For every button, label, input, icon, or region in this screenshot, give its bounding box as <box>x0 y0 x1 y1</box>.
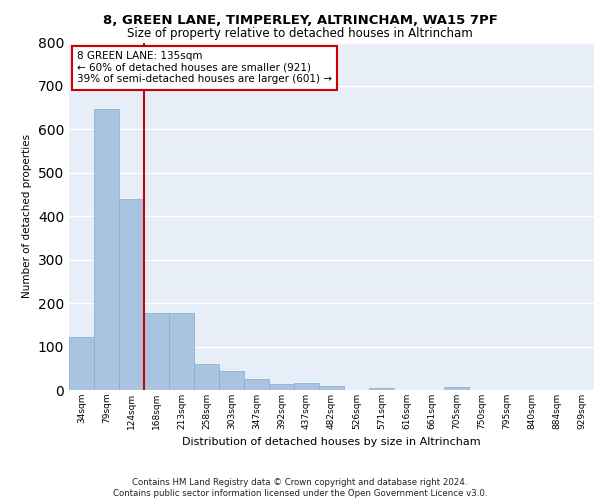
Text: 8, GREEN LANE, TIMPERLEY, ALTRINCHAM, WA15 7PF: 8, GREEN LANE, TIMPERLEY, ALTRINCHAM, WA… <box>103 14 497 27</box>
Bar <box>144 312 169 390</box>
Bar <box>194 364 219 390</box>
Y-axis label: Number of detached properties: Number of detached properties <box>22 134 32 298</box>
X-axis label: Distribution of detached houses by size in Altrincham: Distribution of detached houses by size … <box>182 438 481 448</box>
Text: Size of property relative to detached houses in Altrincham: Size of property relative to detached ho… <box>127 28 473 40</box>
Bar <box>69 337 94 390</box>
Bar <box>444 387 469 390</box>
Bar <box>369 388 394 390</box>
Bar <box>169 312 194 390</box>
Text: Contains HM Land Registry data © Crown copyright and database right 2024.
Contai: Contains HM Land Registry data © Crown c… <box>113 478 487 498</box>
Bar <box>94 108 119 390</box>
Bar <box>319 386 344 390</box>
Bar <box>269 384 294 390</box>
Bar <box>119 199 144 390</box>
Bar <box>244 379 269 390</box>
Text: 8 GREEN LANE: 135sqm
← 60% of detached houses are smaller (921)
39% of semi-deta: 8 GREEN LANE: 135sqm ← 60% of detached h… <box>77 51 332 84</box>
Bar <box>219 371 244 390</box>
Bar <box>294 384 319 390</box>
